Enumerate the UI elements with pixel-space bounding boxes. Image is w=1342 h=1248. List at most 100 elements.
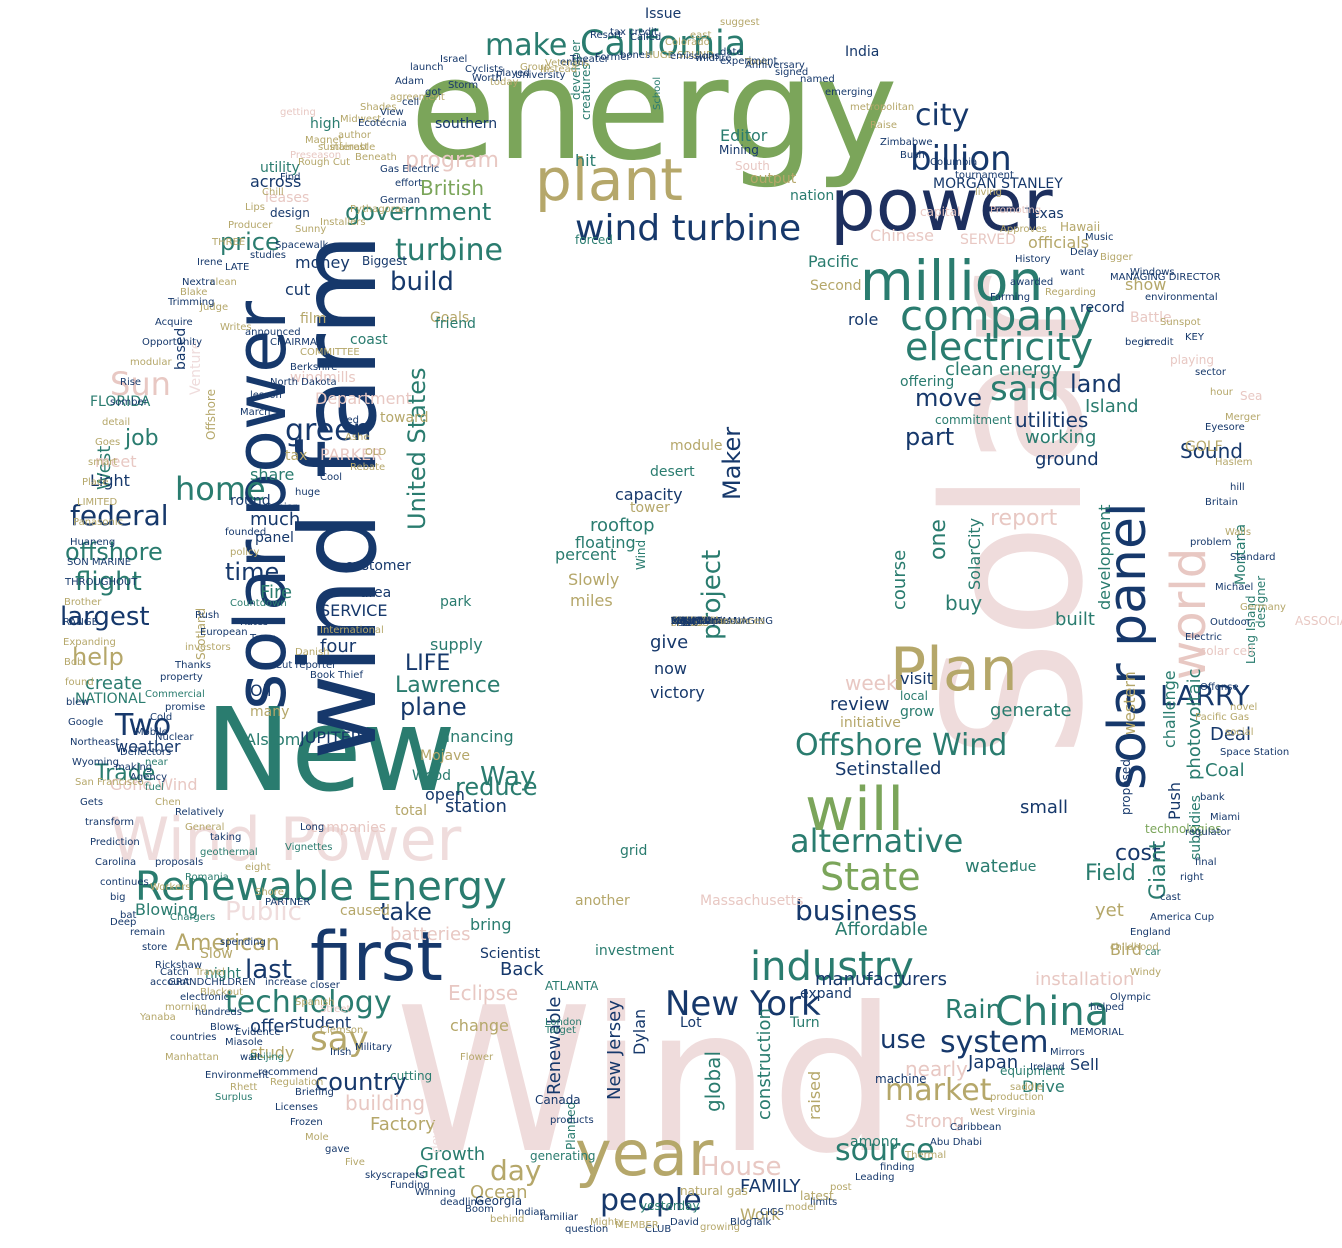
word-family: FAMILY bbox=[740, 1176, 801, 1197]
word-magnet: Magnet bbox=[305, 135, 343, 146]
word-late: LATE bbox=[225, 262, 249, 273]
word-say: say bbox=[310, 1019, 369, 1059]
word-leading: Leading bbox=[855, 1172, 895, 1183]
word-machine: machine bbox=[875, 1072, 927, 1086]
word-friend: friend bbox=[435, 316, 476, 332]
word-district: District bbox=[671, 616, 707, 627]
word-debate: debate bbox=[671, 616, 706, 627]
word-america-cup: America Cup bbox=[1150, 912, 1214, 923]
word-rush: Rush bbox=[195, 610, 219, 621]
word-european: European bbox=[200, 627, 248, 638]
word-wind: Wind bbox=[634, 540, 648, 570]
word-novel: novel bbox=[1230, 702, 1257, 713]
word-america: America bbox=[671, 616, 712, 627]
word-chill: Chill bbox=[262, 187, 284, 198]
word-bring: bring bbox=[470, 915, 511, 934]
word-winner: winner bbox=[671, 616, 706, 627]
word-taking: taking bbox=[210, 832, 241, 843]
word-expensive: expensive bbox=[671, 616, 722, 627]
word-opportunity: Opportunity bbox=[142, 337, 202, 348]
word-limited: LIMITED bbox=[77, 497, 118, 508]
word-cold: Cold bbox=[150, 712, 172, 723]
word-huge-sound: HUGE SOUND bbox=[645, 50, 714, 61]
word-pay: pay bbox=[671, 616, 689, 627]
word-eclipse: Eclipse bbox=[448, 981, 518, 1005]
word-much: much bbox=[250, 509, 300, 530]
word-japan: Japan bbox=[967, 1052, 1018, 1073]
word-money: money bbox=[295, 253, 350, 272]
word-hundreds: hundreds bbox=[195, 1007, 242, 1018]
word-gain: gain bbox=[671, 616, 693, 627]
word-signals: Signals bbox=[671, 616, 707, 627]
word-front: front bbox=[671, 616, 695, 627]
word-along: along bbox=[671, 616, 699, 627]
word-german: German bbox=[380, 195, 420, 206]
word-flight: flight bbox=[75, 567, 142, 597]
word-huaneng: Huaneng bbox=[70, 537, 115, 548]
word-range: RANGE bbox=[63, 617, 98, 628]
word-fashion: Fashion bbox=[671, 616, 709, 627]
word-scientist: Scientist bbox=[480, 946, 541, 962]
word-day: day bbox=[490, 1154, 542, 1187]
word-acquire: Acquire bbox=[155, 317, 193, 328]
word-offshore-wind: Offshore Wind bbox=[795, 728, 1007, 763]
word-hot: Hot bbox=[671, 616, 689, 627]
word-sampler: Sampler bbox=[671, 616, 713, 627]
word-hit: hit bbox=[575, 151, 596, 170]
word-england: England bbox=[1130, 927, 1171, 938]
word-financing: financing bbox=[440, 727, 514, 746]
word-wait: wait bbox=[240, 1052, 261, 1063]
word-emissions: emissions bbox=[670, 51, 720, 62]
word-veterans: Veterans bbox=[545, 58, 589, 69]
word-southern: southern bbox=[435, 116, 497, 132]
word-time: time bbox=[225, 558, 279, 586]
word-tax-credit: tax credit bbox=[610, 27, 658, 38]
word-cream: cream bbox=[671, 616, 702, 627]
word-cooker: Cooker bbox=[671, 616, 707, 627]
word-detail: detail bbox=[102, 417, 130, 428]
word-design: design bbox=[270, 206, 310, 220]
word-bigger: Bigger bbox=[1100, 252, 1133, 263]
word-romania: Romania bbox=[185, 872, 229, 883]
word-pacific: Pacific bbox=[808, 252, 859, 271]
word-raise: Raise bbox=[870, 120, 897, 131]
word-natural-gas: natural gas bbox=[680, 1184, 748, 1198]
word-electricity: electricity bbox=[905, 325, 1093, 369]
word-extend: extend bbox=[671, 616, 706, 627]
word-prepare: prepare bbox=[671, 616, 710, 627]
word-must: Must bbox=[671, 616, 695, 627]
word-problem: problem bbox=[1190, 537, 1231, 548]
word-scene: Scene bbox=[671, 616, 702, 627]
word-growth: Growth bbox=[420, 1144, 485, 1165]
word-investment: investment bbox=[595, 943, 675, 959]
word-storage: storage bbox=[671, 616, 709, 627]
word-enough: enough bbox=[671, 616, 709, 627]
word-renewable: Renewable bbox=[544, 996, 565, 1095]
word-government: government bbox=[345, 198, 491, 226]
word-lawrence: Lawrence bbox=[395, 673, 500, 698]
word-arnold: Arnold bbox=[671, 616, 703, 627]
word-nation: nation bbox=[790, 188, 834, 204]
word-place: Place bbox=[82, 477, 109, 488]
word-larger: larger bbox=[671, 616, 701, 627]
word-effort: effort bbox=[395, 178, 422, 189]
word-run: Run bbox=[671, 616, 690, 627]
word-spending: spending bbox=[220, 937, 266, 948]
word-two: Two bbox=[114, 708, 171, 743]
word-material: material bbox=[671, 616, 713, 627]
word-vignettes: Vignettes bbox=[285, 842, 332, 853]
word-rhett: Rhett bbox=[230, 1082, 257, 1093]
word-clemson: Clemson bbox=[320, 1025, 363, 1036]
word-annual: ANNUAL bbox=[671, 616, 713, 627]
word-signed: signed bbox=[775, 67, 808, 78]
word-chargers: Chargers bbox=[170, 912, 215, 923]
word-opened: opened bbox=[671, 616, 708, 627]
word-sunny: Sunny bbox=[295, 224, 326, 235]
word-expanding: Expanding bbox=[63, 637, 116, 648]
word-gets: Gets bbox=[80, 797, 103, 808]
word-source: source bbox=[835, 1133, 935, 1168]
word-grandchildren: GRANDCHILDREN bbox=[168, 977, 256, 988]
word-company: company bbox=[900, 291, 1094, 340]
word-round: round bbox=[230, 493, 271, 509]
